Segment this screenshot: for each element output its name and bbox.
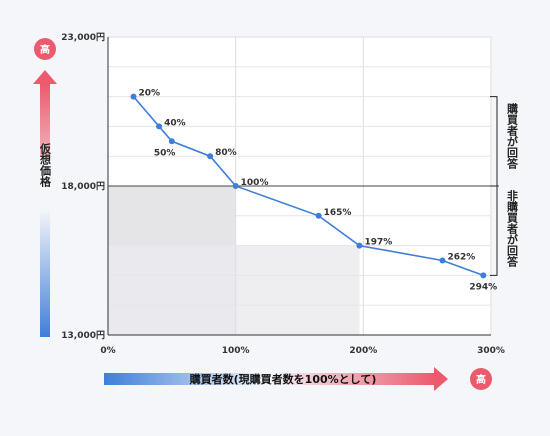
grid-lines [108,36,492,335]
data-points: 20% 40% 50% 80% 100% 165% 197% 262% 294% [130,89,497,292]
data-label: 294% [469,282,497,292]
data-label: 40% [164,118,186,128]
data-label: 20% [139,89,161,99]
data-label: 100% [241,178,269,188]
arrow-head-right [434,367,448,391]
buyers-gradient-bar [104,373,434,385]
buyers-axis-arrow: 高 購買者数(現購買者数を100%として) [104,367,492,391]
data-label: 165% [324,208,352,218]
ylabel-backdrop [37,157,53,209]
data-point [315,212,322,219]
region-label: 非購買者が回答 [506,189,520,268]
price-axis-arrow: 高 仮想価格 [33,38,57,337]
x-tick-label: 100% [222,346,250,356]
price-gradient-bar [40,84,50,337]
data-point [156,123,163,130]
data-label: 50% [154,148,176,158]
region-bracket [490,185,498,276]
x-high-badge [470,368,492,390]
data-point [480,272,487,279]
data-point [207,153,214,160]
data-point [439,257,446,264]
shaded-region [108,245,360,335]
x-high-badge-text: 高 [476,373,486,386]
y-tick-label: 23,000円 [61,32,105,43]
tick-labels: 0% 100% 200% 300% 23,000円 18,000円 13,000円 [61,32,505,356]
x-tick-label: 0% [100,346,115,356]
data-point [168,138,175,145]
x-tick-label: 200% [349,346,377,356]
arrow-head-up [33,70,57,84]
data-point [130,93,137,100]
data-label: 80% [215,148,237,158]
x-axis-title: 購買者数(現購買者数を100%として) [189,372,377,386]
shaded-regions [108,186,360,335]
data-label: 262% [447,253,475,263]
data-point [356,242,363,249]
y-high-badge-text: 高 [40,43,50,56]
x-tick-label: 300% [477,346,505,356]
data-point [232,183,239,189]
data-label: 197% [365,238,393,248]
y-axis-title: 仮想価格 [39,142,53,188]
region-label: 購買者が回答 [506,101,520,169]
y-tick-label: 13,000円 [61,330,105,341]
y-high-badge [34,38,56,60]
y-tick-label: 18,000円 [61,181,105,192]
